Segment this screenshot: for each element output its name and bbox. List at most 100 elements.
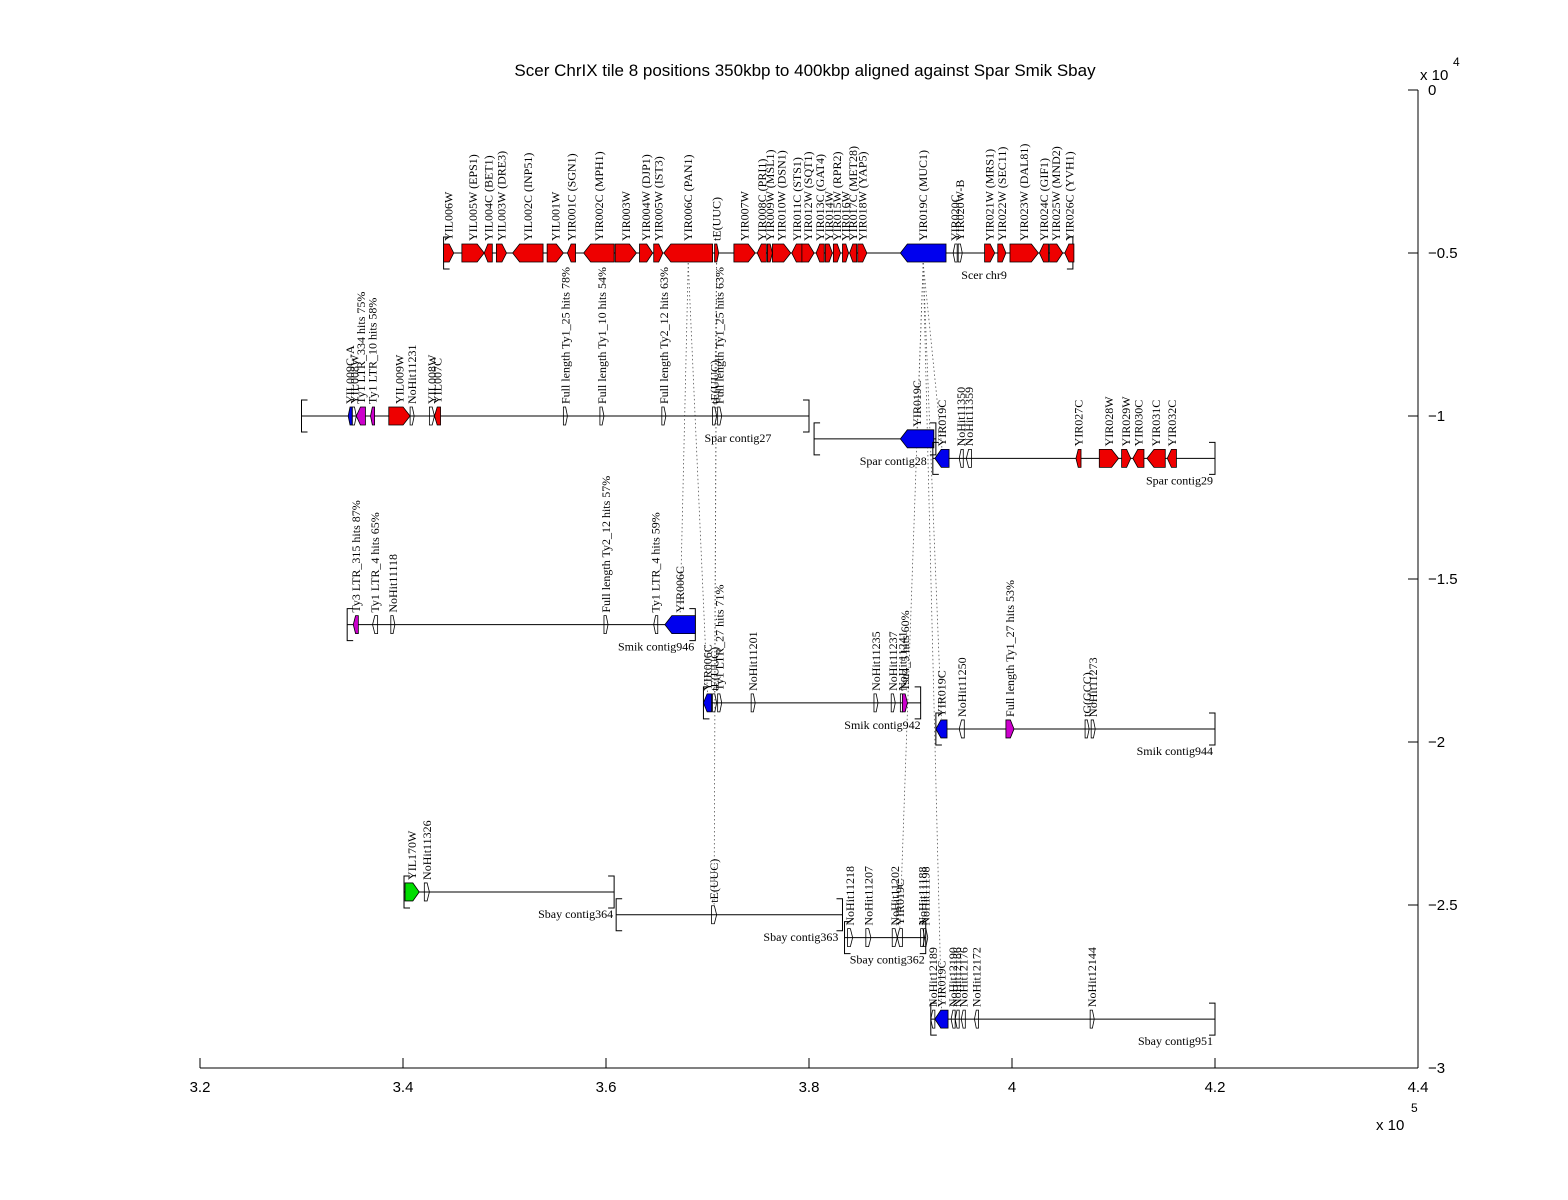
gene-arrow-nohit12186 <box>954 1009 960 1029</box>
gene-label: NoHit12144 <box>1085 947 1099 1007</box>
gene-label: YIR007W <box>738 190 752 241</box>
gene-label: Full length Ty1_25 hits 63% <box>713 267 727 404</box>
gene-label: NoHit11326 <box>420 820 434 880</box>
gene-label: Ty3 LTR_315 hits 87% <box>349 500 363 612</box>
contig-scer-chr9: Scer chr9 YIL006W YIL005W (EPS1) YIL004C (B… <box>442 144 1077 282</box>
gene-arrow-yil006w <box>443 243 455 263</box>
y-axis-multiplier: x 10 <box>1420 67 1448 84</box>
x-axis-multiplier: x 10 <box>1376 1117 1404 1134</box>
gene-label: YIR023W (DAL81) <box>1017 144 1031 241</box>
gene-arrow-yil009w <box>388 406 411 426</box>
contig-right-bracket <box>1209 441 1216 475</box>
gene-arrow-nohit12172 <box>974 1009 979 1029</box>
gene-arrow-yir009w-msl1 <box>766 243 773 263</box>
gene-label: NoHit11201 <box>746 631 760 691</box>
gene-arrow-yir028w <box>1098 448 1120 468</box>
gene-arrow-nohit11218 <box>847 928 854 947</box>
gene-arrow-nohit11198 <box>923 928 929 947</box>
gene-arrow-ty1-ltr-334-hits-75 <box>355 406 366 426</box>
gene-arrow-yil004c-bet1 <box>483 243 493 263</box>
gene-arrow-nohit11326 <box>423 882 430 902</box>
gene-label: Ty1 LTR_4 hits 59% <box>649 512 663 612</box>
gene-arrow-tg-gcc <box>1084 719 1090 739</box>
x-tick-label: 3.6 <box>596 1079 617 1096</box>
gene-label: YIL006W <box>442 191 456 241</box>
gene-label: NoHit12176 <box>956 947 970 1007</box>
gene-arrow-nohit11207 <box>865 928 872 947</box>
gene-arrow-yir019c <box>934 448 950 468</box>
gene-arrow-full-length-ty1-27-hits-53 <box>1005 719 1015 739</box>
gene-arrow-yil007c <box>434 406 441 426</box>
gene-label: YIR006C (PAN1) <box>681 154 695 241</box>
gene-label: NoHit11241 <box>895 631 909 691</box>
gene-label: YIR027C <box>1071 400 1085 447</box>
gene-label: YIR002C (MPH1) <box>592 151 606 241</box>
gene-arrow-yir012w-sqt1 <box>801 243 815 263</box>
gene-label: NoHit11237 <box>886 631 900 691</box>
gene-label: YIR024C (GIF1) <box>1037 158 1051 241</box>
gene-label: NoHit11198 <box>919 866 933 925</box>
gene-label: tE(UUC) <box>710 197 724 241</box>
contig-left-bracket <box>932 441 939 475</box>
gene-arrow-yil002c-inp51 <box>512 243 544 263</box>
gene-arrow-ty1-ltr-4-hits-59 <box>653 615 659 635</box>
contig-smik-contig946: Smik contig946 Ty3 LTR_315 hits 87% Ty1 LT… <box>346 476 696 654</box>
gene-label: NoHit11188 <box>916 866 930 925</box>
x-tick-label: 4.4 <box>1408 1079 1429 1096</box>
gene-arrow-yir026c-yvh1 <box>1064 243 1075 263</box>
gene-arrow-te-uuc <box>711 905 718 925</box>
gene-label: NoHit11218 <box>843 866 857 926</box>
gene-label: Ty1 LTR_334 hits 75% <box>354 292 368 404</box>
gene-label: NoHit12186 <box>950 947 964 1007</box>
gene-arrow-yir021w-mrs1 <box>984 243 996 263</box>
contig-spar-contig29: Spar contig29 YIR019C NoHit11350NoHit11359… <box>932 387 1216 487</box>
gene-label: Full length Ty1_27 hits 53% <box>1003 580 1017 717</box>
gene-label: YIR006C <box>701 644 715 691</box>
gene-label: tE(UUC) <box>708 360 722 404</box>
gene-arrow-yir004w-djp1 <box>639 243 654 263</box>
gene-label: YIR018W (YAP5) <box>855 152 869 241</box>
gene-arrow-te-uuc <box>712 693 718 713</box>
gene-label: YIR028W <box>1102 396 1116 447</box>
gene-label: YIR022W (SEC11) <box>995 147 1009 241</box>
gene-arrow-yir019c <box>896 928 903 947</box>
gene-arrow-nohit12190 <box>950 1009 956 1029</box>
gene-label: Full length Ty1_25 hits 78% <box>558 267 572 404</box>
alignment-link <box>922 262 942 1010</box>
gene-arrow-nohit12144 <box>1089 1009 1095 1029</box>
gene-arrow-yil003w-dre3 <box>495 243 507 263</box>
gene-label: YIL001W <box>548 191 562 241</box>
contigs: Scer chr9 YIL006W YIL005W (EPS1) YIL004C (B… <box>301 144 1216 1048</box>
contig-left-bracket <box>813 422 821 456</box>
gene-label: YIL009W <box>392 354 406 404</box>
contig-name: Sbay contig951 <box>1138 1034 1213 1048</box>
gene-arrow-yir007w <box>733 243 756 263</box>
x-tick-label: 4.2 <box>1205 1079 1226 1096</box>
contig-left-bracket <box>346 608 354 642</box>
gene-label: tG(GCC) <box>1080 672 1094 717</box>
gene-arrow-yir002c-mph1 <box>583 243 615 263</box>
gene-arrow-yir023w-dal81 <box>1009 243 1039 263</box>
gene-arrow-yil170w <box>404 882 420 902</box>
alignment-link <box>899 262 924 928</box>
gene-arrow-yil009c-a <box>347 406 353 426</box>
gene-arrow-yir022w-sec11 <box>997 243 1007 263</box>
y-axis-ticks: 0 −0.5 −1 −1.5 −2 −2.5 −3 <box>1408 82 1458 1077</box>
gene-label: NoHit11231 <box>405 344 419 404</box>
gene-arrow-nohit12189 <box>930 1009 936 1029</box>
gene-label: YIR015W (RPR2) <box>830 152 844 241</box>
x-tick-label: 3.8 <box>799 1079 820 1096</box>
y-tick-label: −3 <box>1428 1060 1445 1077</box>
x-tick-label: 3.4 <box>393 1079 414 1096</box>
gene-label: NoHit11207 <box>861 866 875 926</box>
gene-arrow-nohit11250 <box>958 719 965 739</box>
gene-label: Full length Ty1_10 hits 54% <box>595 267 609 404</box>
gene-label: YIR019C <box>893 879 907 926</box>
gene-arrow-yir011c-sts1 <box>791 243 803 263</box>
gene-label: Tsu4_5 hits 60% <box>898 610 912 691</box>
gene-label: YIR030C <box>1131 400 1145 447</box>
contig-right-bracket <box>1209 1002 1216 1036</box>
gene-label: YIL005W (EPS1) <box>466 154 480 241</box>
gene-label: NoHit11202 <box>888 866 902 926</box>
